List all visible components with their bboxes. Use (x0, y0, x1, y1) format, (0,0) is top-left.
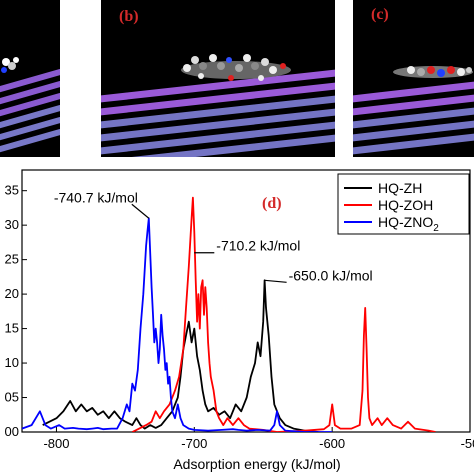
snapshot-panel-a (0, 0, 60, 157)
y-tick-label: 05 (5, 390, 19, 405)
snapshot-panel-b: (b) (101, 0, 335, 157)
adsorption-energy-chart: -800 -700 -600 -50 00 05 10 15 20 25 30 35 -740.7 k… (5, 169, 474, 472)
snapshot-a-image (0, 57, 60, 153)
peak-annotations: -740.7 kJ/mol -710.2 kJ/mol -650.0 kJ/mol (54, 189, 373, 283)
molecule-c (393, 66, 473, 78)
molecule-b (181, 54, 291, 81)
y-tick-label: 35 (5, 183, 19, 198)
y-tick-label: 00 (5, 424, 19, 439)
legend-entry: HQ-ZOH (378, 197, 433, 213)
legend-entry: HQ-ZNO2 (378, 214, 439, 234)
x-tick-label: -700 (181, 436, 207, 451)
series-line-hq-zoh (131, 196, 436, 432)
x-tick-label: -800 (43, 436, 69, 451)
y-tick-label: 25 (5, 252, 19, 267)
snapshot-b-image (101, 54, 335, 157)
snapshot-c-image (353, 66, 474, 155)
x-axis-label: Adsorption energy (kJ/mol) (173, 456, 340, 472)
annotation-label: -710.2 kJ/mol (216, 238, 300, 254)
plot-frame (21, 169, 471, 433)
x-tick-label: -600 (319, 436, 345, 451)
legend-entry: HQ-ZH (378, 180, 422, 196)
axis-ticks: -800 -700 -600 -50 00 05 10 15 20 25 30 35 (5, 183, 474, 451)
annotation-label: -650.0 kJ/mol (289, 267, 373, 283)
panel-label-b: (b) (119, 8, 139, 25)
series-lines (22, 196, 436, 432)
series-line-hq-zno2 (22, 217, 333, 432)
y-tick-label: 30 (5, 217, 19, 232)
panel-label-d: (d) (262, 195, 282, 212)
plot-border (21, 169, 471, 433)
panel-label-c: (c) (371, 6, 389, 23)
annotation-arrow (131, 203, 150, 219)
y-tick-label: 10 (5, 355, 19, 370)
y-tick-label: 15 (5, 321, 19, 336)
series-line-hq-zh (42, 279, 319, 432)
x-tick-label: -50 (461, 436, 474, 451)
annotation-arrow (264, 279, 287, 283)
snapshot-panel-c: (c) (353, 0, 474, 157)
annotation-label: -740.7 kJ/mol (54, 189, 138, 205)
y-tick-label: 20 (5, 286, 19, 301)
